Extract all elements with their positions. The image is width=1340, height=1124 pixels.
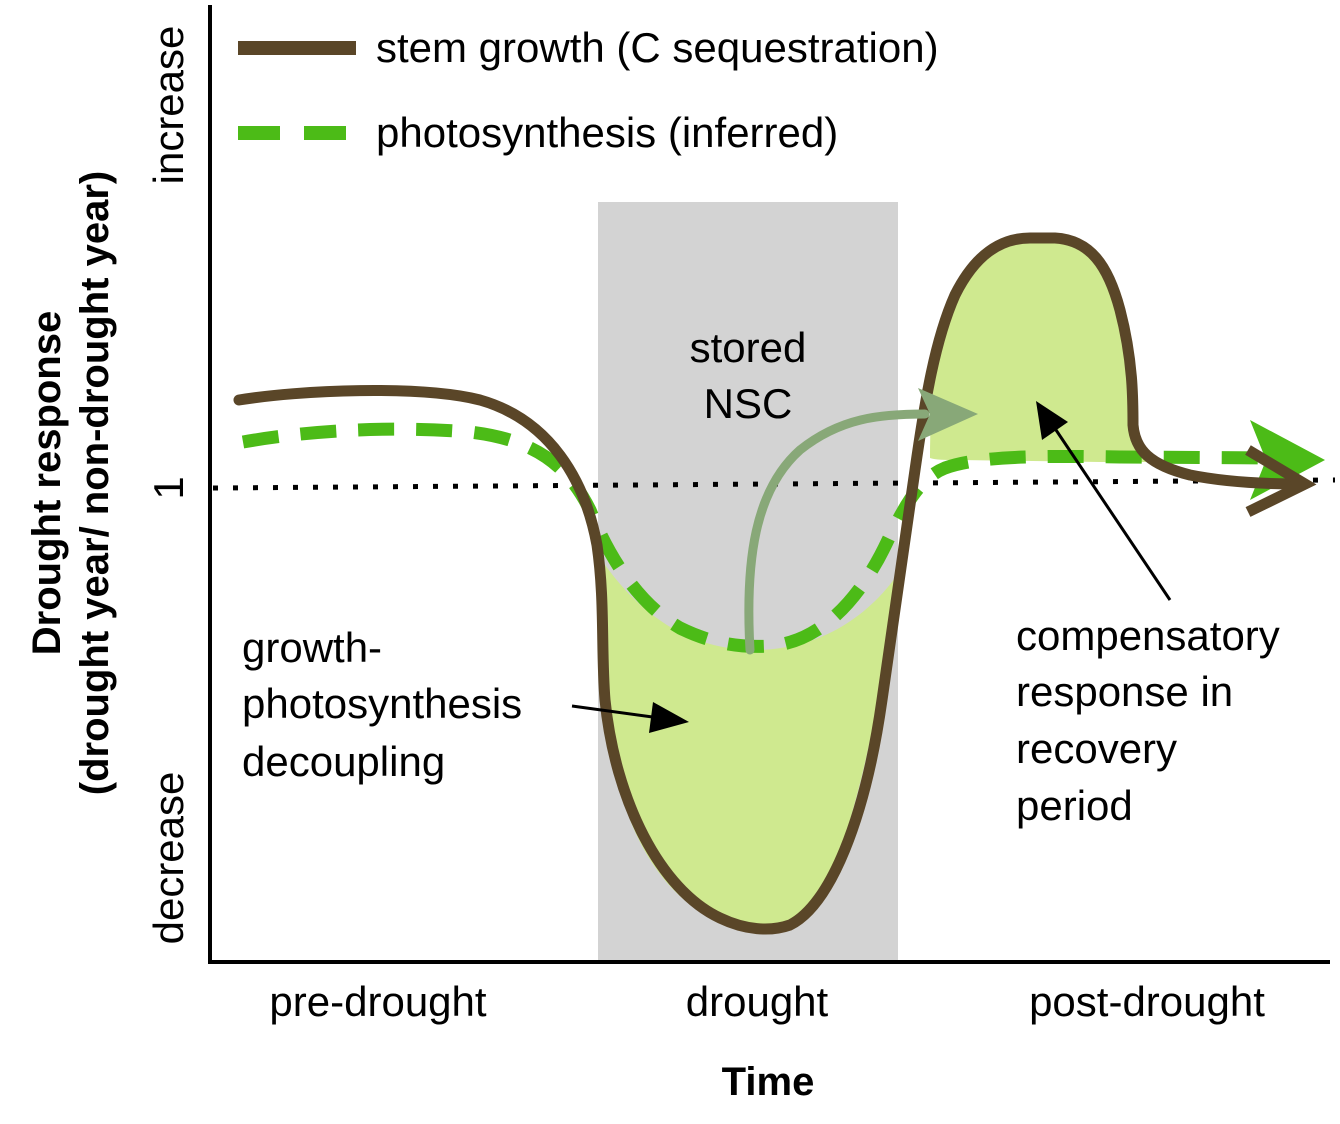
y-top-label: increase [145,26,192,185]
compensatory-fill [930,242,1150,462]
photosynthesis-curve [241,422,1281,653]
legend-stem-growth-label: stem growth (C sequestration) [376,24,939,71]
decoupling-label-line3: decoupling [242,738,445,785]
decoupling-pointer [571,704,661,720]
decoupling-label-line1: growth- [242,624,382,671]
compensatory-pointer-head [1036,401,1068,440]
y-bottom-label: decrease [145,772,192,945]
stored-nsc-label-line2: NSC [704,380,793,427]
stem-growth-curve [233,232,1306,935]
decoupling-pointer-head [649,702,689,733]
compensatory-label-line4: period [1016,782,1133,829]
x-phase-pre-drought: pre-drought [269,978,486,1025]
stem-growth-arrowhead [1245,445,1317,517]
legend-photosynthesis-label: photosynthesis (inferred) [376,109,838,156]
compensatory-label-line3: recovery [1016,725,1177,772]
y-title-line1: Drought response [25,311,69,655]
y-title-line2: (drought year/ non-drought year) [73,171,117,795]
decoupling-fill [602,562,895,930]
y-reference-label: 1 [145,476,192,499]
compensatory-label-line1: compensatory [1016,612,1280,659]
decoupling-label-line2: photosynthesis [242,680,522,727]
stored-nsc-arrowhead [918,388,978,441]
x-phase-post-drought: post-drought [1029,978,1265,1025]
x-axis-title: Time [722,1060,815,1104]
compensatory-label-line2: response in [1016,668,1233,715]
compensatory-pointer [1050,423,1172,601]
x-phase-drought: drought [686,978,829,1025]
stored-nsc-arrow [744,409,930,655]
stored-nsc-label-line1: stored [690,324,807,371]
